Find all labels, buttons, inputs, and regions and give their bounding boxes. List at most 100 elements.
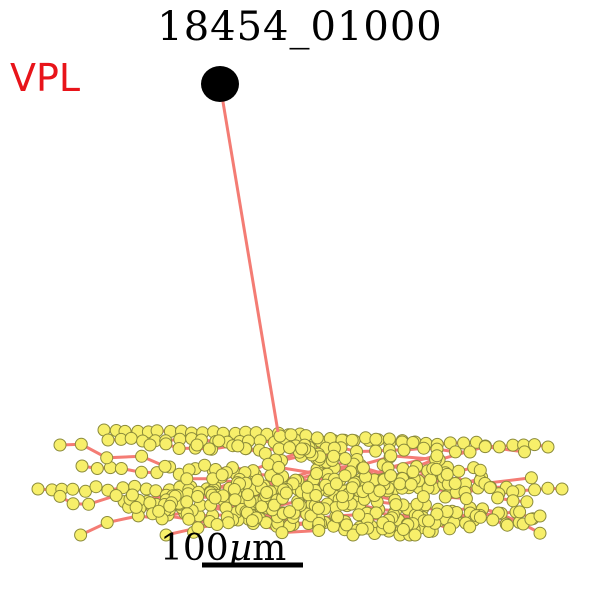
neurite-node bbox=[202, 442, 216, 456]
neurite-node bbox=[66, 497, 80, 511]
neurite-node bbox=[109, 489, 123, 502]
neurite-node bbox=[361, 481, 375, 495]
neurite-node bbox=[452, 464, 466, 478]
neurite-node bbox=[352, 508, 366, 522]
neurite-node bbox=[327, 449, 341, 463]
neurite-node bbox=[355, 522, 369, 536]
neurite-node bbox=[457, 436, 471, 450]
neurite-node bbox=[382, 432, 396, 446]
neurite-node bbox=[506, 438, 520, 452]
neurite-node bbox=[406, 465, 420, 479]
neurite-node bbox=[492, 440, 506, 454]
scale-unit-symbol: µ bbox=[228, 528, 253, 569]
neurite-node bbox=[408, 528, 422, 542]
neurite-node bbox=[82, 497, 96, 511]
neurite-node bbox=[555, 482, 569, 496]
neurite-node bbox=[513, 505, 527, 519]
neurite-node bbox=[448, 477, 462, 490]
neuron-id-title: 18454_01000 bbox=[157, 4, 443, 50]
neurite-node bbox=[90, 462, 104, 475]
neurite-node bbox=[159, 437, 173, 451]
neurite-node bbox=[397, 443, 411, 457]
neurite-node bbox=[486, 513, 500, 527]
neurite-node bbox=[75, 459, 89, 473]
neurite-node bbox=[284, 428, 298, 442]
axon-trunk bbox=[218, 83, 280, 433]
neurite-node bbox=[533, 509, 547, 523]
neurite-node bbox=[430, 449, 444, 463]
neurite-node bbox=[309, 489, 323, 502]
neurite-node bbox=[251, 473, 265, 487]
neurite-node bbox=[406, 436, 420, 449]
neurite-node bbox=[429, 462, 443, 476]
neurite-node bbox=[528, 483, 542, 497]
neurite-node bbox=[384, 469, 398, 483]
neurite-node bbox=[373, 484, 387, 498]
neurite-node bbox=[448, 445, 462, 459]
neurite-node bbox=[384, 449, 398, 463]
neurite-node bbox=[163, 499, 177, 513]
neurite-node bbox=[533, 526, 547, 540]
neurite-node bbox=[210, 518, 224, 531]
neurite-nodes bbox=[31, 423, 569, 542]
neurite-node bbox=[279, 486, 293, 500]
neurite-node bbox=[478, 440, 492, 454]
neurite-node bbox=[180, 495, 194, 509]
neurite-node bbox=[74, 528, 88, 542]
neurite-node bbox=[463, 520, 477, 534]
neurite-node bbox=[31, 482, 45, 496]
neurite-node bbox=[404, 478, 418, 491]
neurite-node bbox=[438, 490, 452, 504]
neurite-node bbox=[459, 492, 473, 506]
neurite-node bbox=[273, 429, 287, 443]
neurite-node bbox=[89, 480, 103, 494]
neurite-node bbox=[53, 489, 67, 503]
neurite-node bbox=[267, 498, 281, 512]
neurite-node bbox=[541, 440, 555, 454]
neurite-node bbox=[241, 488, 255, 502]
neurite-node bbox=[528, 438, 541, 452]
neurite-node bbox=[66, 482, 80, 496]
neurite-node bbox=[275, 526, 289, 540]
neurite-node bbox=[231, 439, 245, 453]
neurite-node bbox=[338, 469, 352, 483]
neurite-node bbox=[114, 462, 128, 475]
scale-number: 100 bbox=[160, 528, 229, 569]
neurite-node bbox=[346, 528, 360, 542]
neurite-node bbox=[524, 471, 538, 485]
neurite-node bbox=[190, 438, 204, 452]
neurite-node bbox=[143, 438, 157, 452]
neurite-node bbox=[310, 467, 324, 480]
neurite-node bbox=[417, 441, 431, 455]
neurite-node bbox=[506, 494, 520, 508]
neurite-node bbox=[172, 442, 186, 455]
neurite-node bbox=[158, 459, 172, 473]
neurite-node bbox=[221, 516, 235, 530]
neurite-node bbox=[520, 495, 534, 509]
neurite-node bbox=[369, 444, 383, 458]
neurite-node bbox=[473, 510, 487, 524]
neurite-node bbox=[212, 434, 226, 448]
neurite-node bbox=[53, 438, 67, 452]
neurite-node bbox=[396, 523, 410, 536]
neurite-node bbox=[473, 463, 487, 477]
neurite-node bbox=[483, 481, 497, 495]
neurite-node bbox=[135, 449, 149, 463]
neurite-node bbox=[389, 498, 403, 512]
neurite-node bbox=[440, 467, 454, 481]
neurite-node bbox=[180, 472, 194, 486]
neurite-node bbox=[310, 431, 324, 445]
neurite-node bbox=[191, 490, 205, 503]
neurite-node bbox=[255, 500, 269, 514]
neurite-node bbox=[260, 486, 274, 499]
neurite-node bbox=[416, 490, 430, 504]
neurite-node bbox=[159, 528, 173, 542]
neurite-node bbox=[101, 433, 115, 447]
neurite-node bbox=[335, 490, 349, 504]
neurite-node bbox=[541, 481, 555, 495]
neurite-node bbox=[331, 510, 344, 524]
scale-unit-suffix: m bbox=[252, 528, 287, 569]
neurite-node bbox=[500, 518, 514, 532]
